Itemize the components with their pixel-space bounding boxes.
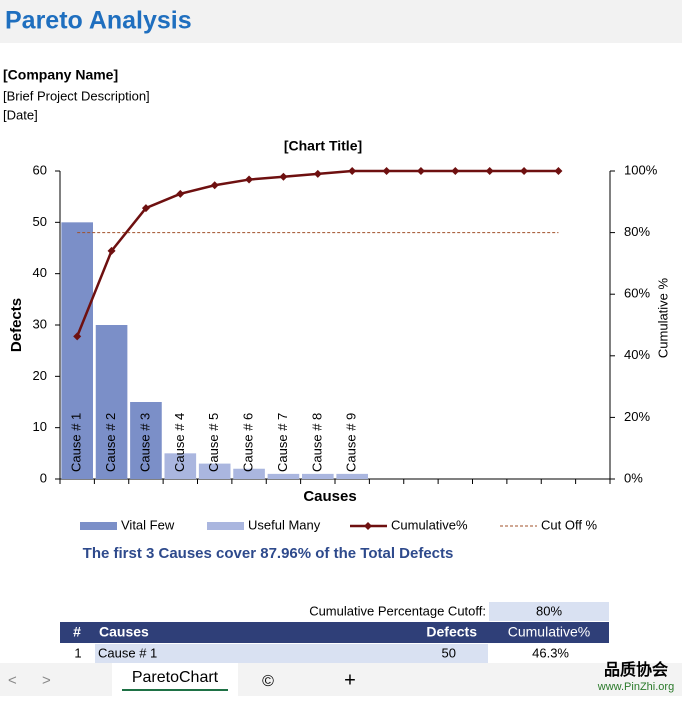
marker <box>313 169 322 178</box>
column-header: # <box>73 624 81 640</box>
table-cell: 1 <box>74 645 81 660</box>
y2-tick-label: 60% <box>624 286 650 301</box>
table: Cumulative Percentage Cutoff: 80% # Caus… <box>60 602 609 663</box>
y2-tick-label: 20% <box>624 409 650 424</box>
copyright-tab[interactable]: © <box>262 673 274 690</box>
y-tick-label: 40 <box>33 265 47 280</box>
marker <box>107 246 116 255</box>
category-label: Cause # 1 <box>69 413 84 472</box>
bar <box>336 473 368 479</box>
table-cell: 46.3% <box>532 645 569 660</box>
cause-cell <box>95 644 488 663</box>
annotation: The first 3 Causes cover 87.96% of the T… <box>83 545 454 562</box>
y-tick-label: 50 <box>33 214 47 229</box>
bar <box>302 473 334 479</box>
bar <box>61 222 93 480</box>
watermark-url: www.PinZhi.org <box>597 681 674 693</box>
legend-marker <box>364 522 372 530</box>
bar <box>267 473 300 479</box>
legend-swatch <box>207 522 244 530</box>
marker <box>279 172 288 181</box>
cumulative-line <box>76 169 559 337</box>
add-sheet[interactable]: + <box>344 669 356 691</box>
y-tick-label: 0 <box>40 470 47 485</box>
cutoff-label: Cumulative Percentage Cutoff: <box>309 603 486 618</box>
marker <box>416 167 425 175</box>
table-cell: 50 <box>442 645 456 660</box>
legend-label: Vital Few <box>121 517 175 532</box>
y-axis-label: Defects <box>8 298 25 352</box>
y-tick-label: 10 <box>33 419 47 434</box>
marker <box>554 167 563 175</box>
marker <box>176 189 185 198</box>
y2-tick-label: 100% <box>624 162 658 177</box>
legend-label: Useful Many <box>248 517 321 532</box>
company: [Company Name] <box>3 67 118 83</box>
bar <box>164 453 197 479</box>
tab-bar <box>0 663 682 696</box>
chart-title: [Chart Title] <box>284 138 362 154</box>
category-label: Cause # 7 <box>275 413 290 472</box>
category-label: Cause # 4 <box>172 413 187 472</box>
y2-tick-label: 0% <box>624 470 643 485</box>
watermark-name: 品质协会 <box>604 660 668 679</box>
y-tick-label: 30 <box>33 316 47 331</box>
y-tick-label: 20 <box>33 368 47 383</box>
marker <box>348 167 357 175</box>
cutoff-value: 80% <box>536 603 562 618</box>
marker <box>451 167 460 175</box>
description: [Brief Project Description] <box>3 88 150 103</box>
table-cell: Cause # 1 <box>98 645 157 660</box>
bar <box>130 402 162 479</box>
marker <box>485 167 494 175</box>
marker <box>73 332 82 341</box>
table-header <box>60 622 609 643</box>
marker <box>210 181 219 190</box>
prev-sheet[interactable]: < <box>8 672 17 689</box>
column-header: Cumulative% <box>508 624 590 640</box>
y2-tick-label: 40% <box>624 347 650 362</box>
title-bar <box>0 0 682 43</box>
date: [Date] <box>3 107 38 122</box>
legend-label: Cumulative% <box>391 517 468 532</box>
legend-label: Cut Off % <box>541 517 598 532</box>
column-header: Causes <box>99 624 149 640</box>
bar <box>198 463 231 479</box>
category-label: Cause # 5 <box>206 413 221 472</box>
marker <box>520 167 529 175</box>
category-label: Cause # 9 <box>344 413 359 472</box>
category-label: Cause # 8 <box>309 413 324 472</box>
marker <box>141 204 150 213</box>
y2-axis-label: Cumulative % <box>655 277 670 358</box>
page-title: Pareto Analysis <box>5 7 192 35</box>
marker <box>382 167 391 175</box>
category-label: Cause # 6 <box>241 413 256 472</box>
x-axis-label: Causes <box>303 488 356 505</box>
legend-swatch <box>80 522 117 530</box>
marker <box>245 175 254 184</box>
tab-label[interactable]: ParetoChart <box>132 669 219 686</box>
next-sheet[interactable]: > <box>42 672 51 689</box>
category-label: Cause # 3 <box>137 413 152 472</box>
category-label: Cause # 2 <box>103 413 118 472</box>
bar <box>95 325 128 479</box>
bar <box>233 468 265 479</box>
cutoff-cell <box>489 602 609 621</box>
column-header: Defects <box>426 624 477 640</box>
y2-tick-label: 80% <box>624 224 650 239</box>
y-tick-label: 60 <box>33 162 47 177</box>
